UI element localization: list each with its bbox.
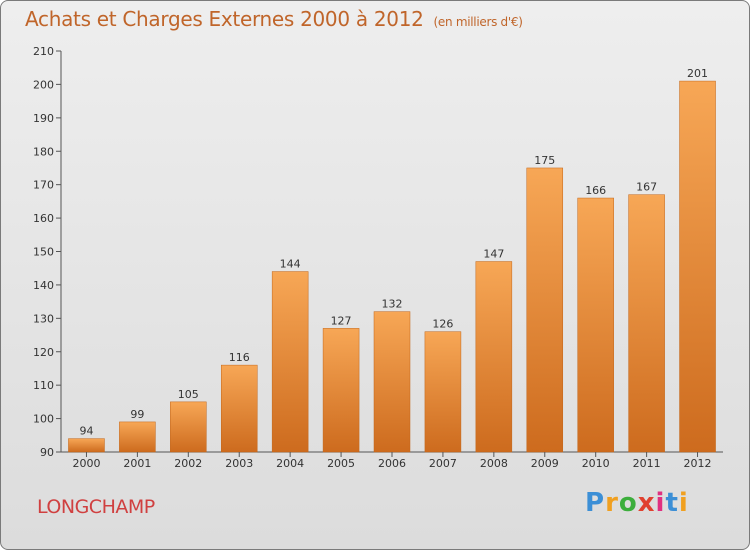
y-tick-label: 160 bbox=[33, 212, 54, 225]
logo-letter: i bbox=[655, 488, 666, 518]
x-tick-label: 2004 bbox=[276, 457, 304, 470]
y-tick-label: 110 bbox=[33, 379, 54, 392]
y-tick-label: 90 bbox=[40, 446, 54, 459]
logo-letter: t bbox=[665, 488, 679, 518]
data-label: 144 bbox=[280, 258, 301, 271]
bar bbox=[220, 364, 258, 453]
bar bbox=[119, 421, 156, 453]
x-tick-label: 2005 bbox=[327, 457, 355, 470]
data-label: 127 bbox=[331, 314, 352, 327]
bar bbox=[170, 401, 207, 453]
chart-subtitle: (en milliers d'€) bbox=[433, 15, 523, 29]
proxiti-logo[interactable]: Proxiti bbox=[585, 488, 689, 518]
y-tick-label: 150 bbox=[33, 246, 54, 259]
x-tick-label: 2008 bbox=[480, 457, 508, 470]
logo-letter: o bbox=[618, 488, 638, 518]
logo-letter: x bbox=[637, 488, 656, 518]
y-tick-label: 170 bbox=[33, 179, 54, 192]
x-tick-label: 2007 bbox=[429, 457, 457, 470]
data-label: 99 bbox=[130, 408, 144, 421]
x-tick-label: 2009 bbox=[531, 457, 559, 470]
chart-title-text: Achats et Charges Externes 2000 à 2012 bbox=[25, 7, 424, 31]
data-label: 126 bbox=[432, 318, 453, 331]
bar bbox=[68, 438, 105, 453]
plot-area: 90 100 110 120 130 140 150 160 170 180 190 200 210 94… bbox=[33, 45, 723, 470]
bar bbox=[679, 80, 716, 453]
data-label: 105 bbox=[178, 388, 199, 401]
logo-letter: r bbox=[605, 488, 619, 518]
data-label: 166 bbox=[585, 184, 606, 197]
bar bbox=[373, 311, 411, 453]
y-tick-label: 130 bbox=[33, 312, 54, 325]
y-tick-label: 190 bbox=[33, 112, 54, 125]
bar bbox=[475, 261, 513, 453]
x-tick-label: 2010 bbox=[582, 457, 610, 470]
x-tick-label: 2002 bbox=[174, 457, 202, 470]
x-tick-label: 2006 bbox=[378, 457, 406, 470]
data-label: 201 bbox=[687, 67, 708, 80]
y-tick-label: 100 bbox=[33, 413, 54, 426]
bar bbox=[322, 328, 360, 453]
x-tick-label: 2000 bbox=[72, 457, 100, 470]
data-label: 147 bbox=[483, 248, 504, 261]
data-label: 167 bbox=[636, 181, 657, 194]
y-tick-label: 180 bbox=[33, 145, 54, 158]
bar bbox=[628, 194, 665, 453]
x-tick-label: 2003 bbox=[225, 457, 253, 470]
x-tick-label: 2012 bbox=[684, 457, 712, 470]
bar bbox=[577, 197, 614, 453]
bar bbox=[271, 271, 309, 453]
y-tick-label: 200 bbox=[33, 78, 54, 91]
y-tick-label: 140 bbox=[33, 279, 54, 292]
chart-title: Achats et Charges Externes 2000 à 2012 (e… bbox=[25, 7, 523, 31]
logo-letter: i bbox=[678, 488, 689, 518]
data-label: 175 bbox=[534, 154, 555, 167]
x-tick-label: 2011 bbox=[633, 457, 661, 470]
y-tick-label: 120 bbox=[33, 346, 54, 359]
logo-letter: P bbox=[585, 488, 606, 518]
x-tick-label: 2001 bbox=[123, 457, 151, 470]
data-label: 116 bbox=[229, 351, 250, 364]
commune-name: LONGCHAMP bbox=[37, 496, 155, 518]
data-label: 132 bbox=[382, 298, 403, 311]
data-label: 94 bbox=[79, 425, 93, 438]
y-tick-label: 210 bbox=[33, 45, 54, 58]
bar bbox=[526, 167, 564, 453]
bar bbox=[424, 331, 462, 453]
